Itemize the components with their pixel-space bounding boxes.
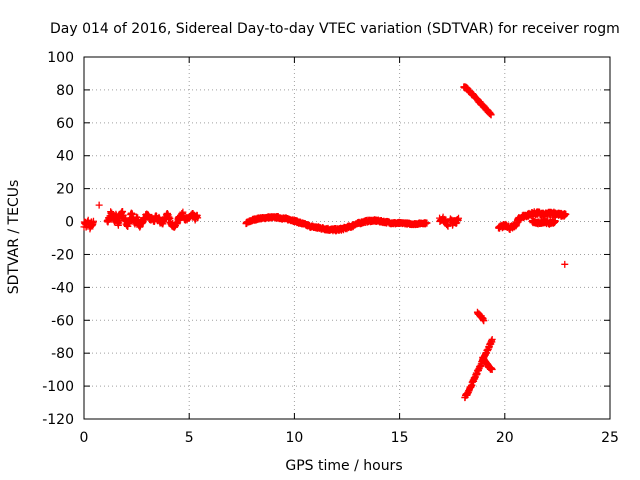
x-tick-label: 15 bbox=[391, 430, 409, 446]
grid bbox=[84, 57, 610, 419]
y-axis-label: SDTVAR / TECUs bbox=[6, 180, 22, 295]
data-points bbox=[80, 83, 570, 402]
data-point bbox=[455, 214, 463, 222]
x-axis-label: GPS time / hours bbox=[285, 458, 402, 474]
y-tick-label: -120 bbox=[42, 412, 74, 428]
data-point bbox=[480, 317, 488, 325]
x-tick-labels: 0 5 10 15 20 25 bbox=[80, 430, 619, 446]
data-point bbox=[89, 217, 97, 225]
data-point bbox=[487, 111, 495, 119]
data-point bbox=[562, 210, 570, 218]
x-tick-label: 20 bbox=[496, 430, 514, 446]
data-point bbox=[488, 335, 496, 343]
y-tick-label: -80 bbox=[51, 346, 74, 362]
ticks bbox=[83, 56, 611, 420]
data-point bbox=[95, 201, 103, 209]
y-tick-label: -40 bbox=[51, 280, 74, 296]
y-tick-label: -20 bbox=[51, 247, 74, 263]
y-tick-labels: -120 -100 -80 -60 -40 -20 0 20 40 60 80 100 bbox=[42, 50, 74, 428]
y-tick-label: 20 bbox=[56, 182, 74, 198]
y-tick-label: -100 bbox=[42, 379, 74, 395]
x-tick-label: 25 bbox=[601, 430, 619, 446]
data-point bbox=[488, 365, 496, 373]
y-tick-label: 40 bbox=[56, 149, 74, 165]
data-point bbox=[194, 214, 202, 222]
y-tick-label: -60 bbox=[51, 313, 74, 329]
x-tick-label: 5 bbox=[185, 430, 194, 446]
y-tick-label: 0 bbox=[65, 215, 74, 231]
data-point bbox=[561, 260, 569, 268]
x-tick-label: 0 bbox=[80, 430, 89, 446]
x-tick-label: 10 bbox=[285, 430, 303, 446]
data-point bbox=[444, 222, 452, 230]
data-point bbox=[423, 219, 431, 227]
chart-title: Day 014 of 2016, Sidereal Day-to-day VTE… bbox=[50, 21, 620, 37]
y-tick-label: 60 bbox=[56, 116, 74, 132]
plot-frame bbox=[83, 56, 611, 420]
data-point bbox=[551, 217, 559, 225]
y-tick-label: 100 bbox=[47, 50, 74, 66]
y-tick-label: 80 bbox=[56, 83, 74, 99]
